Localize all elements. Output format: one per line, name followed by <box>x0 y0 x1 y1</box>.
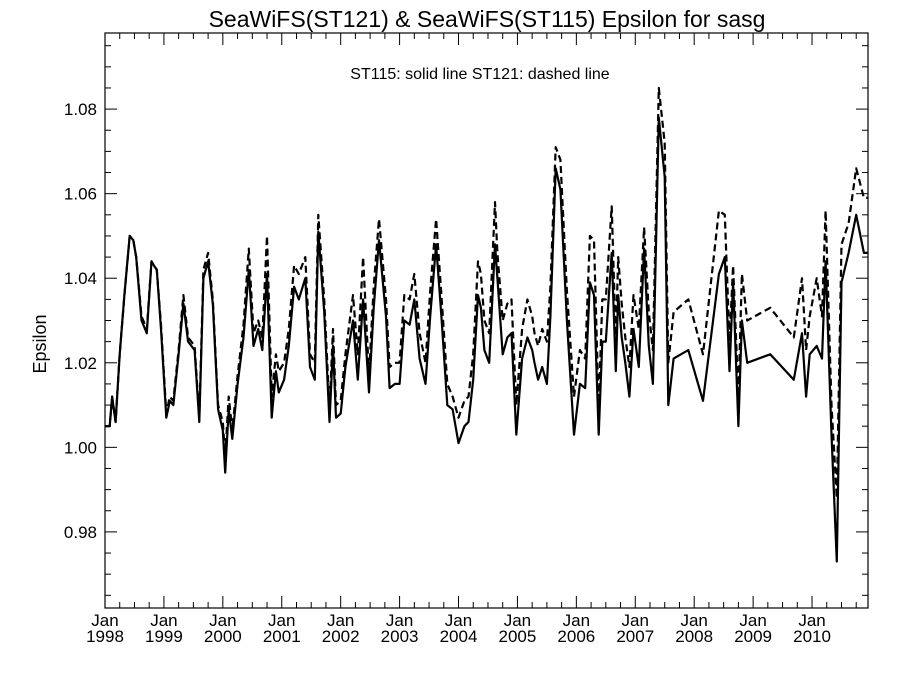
series-layer <box>105 86 868 563</box>
y-axis: 0.98 1.00 1.02 1.04 1.06 1.08 <box>64 45 868 596</box>
x-tick-label-month: Jan <box>563 611 590 630</box>
x-tick-label-month: Jan <box>150 611 177 630</box>
x-tick-label-month: Jan <box>622 611 649 630</box>
series-line-st121-dashed <box>105 86 868 500</box>
y-tick-label: 1.00 <box>64 438 97 457</box>
x-tick-label-year: 2000 <box>204 627 242 646</box>
x-tick-label-year: 2007 <box>616 627 654 646</box>
x-tick-label-year: 2002 <box>322 627 360 646</box>
x-tick-label-year: 2009 <box>734 627 772 646</box>
x-tick-label-month: Jan <box>209 611 236 630</box>
series-line-st115-solid <box>105 116 868 563</box>
y-tick-label: 1.02 <box>64 354 97 373</box>
x-tick-label-year: 2004 <box>440 627 478 646</box>
x-tick-label-year: 2001 <box>263 627 301 646</box>
x-tick-label-month: Jan <box>739 611 766 630</box>
line-style-annotation: ST115: solid line ST121: dashed line <box>350 66 610 83</box>
x-axis: Jan1998Jan1999Jan2000Jan2001Jan2002Jan20… <box>86 33 857 646</box>
x-tick-label-year: 2008 <box>675 627 713 646</box>
x-tick-label-month: Jan <box>268 611 295 630</box>
x-tick-label-year: 1999 <box>145 627 183 646</box>
x-tick-label-month: Jan <box>798 611 825 630</box>
x-tick-label-month: Jan <box>504 611 531 630</box>
plot-frame <box>104 32 869 609</box>
y-tick-label: 1.06 <box>64 185 97 204</box>
x-tick-label-year: 1998 <box>86 627 124 646</box>
chart-title: SeaWiFS(ST121) & SeaWiFS(ST115) Epsilon … <box>209 6 766 32</box>
x-tick-label-month: Jan <box>327 611 354 630</box>
x-tick-label-month: Jan <box>386 611 413 630</box>
x-tick-label-year: 2010 <box>793 627 831 646</box>
y-tick-label: 0.98 <box>64 523 97 542</box>
x-tick-label-month: Jan <box>91 611 118 630</box>
y-axis-label: Epsilon <box>30 314 50 373</box>
x-tick-label-month: Jan <box>680 611 707 630</box>
x-tick-label-year: 2005 <box>499 627 537 646</box>
x-tick-label-year: 2003 <box>381 627 419 646</box>
y-tick-label: 1.08 <box>64 100 97 119</box>
y-tick-label: 1.04 <box>64 269 97 288</box>
x-tick-label-year: 2006 <box>557 627 595 646</box>
x-tick-label-month: Jan <box>445 611 472 630</box>
